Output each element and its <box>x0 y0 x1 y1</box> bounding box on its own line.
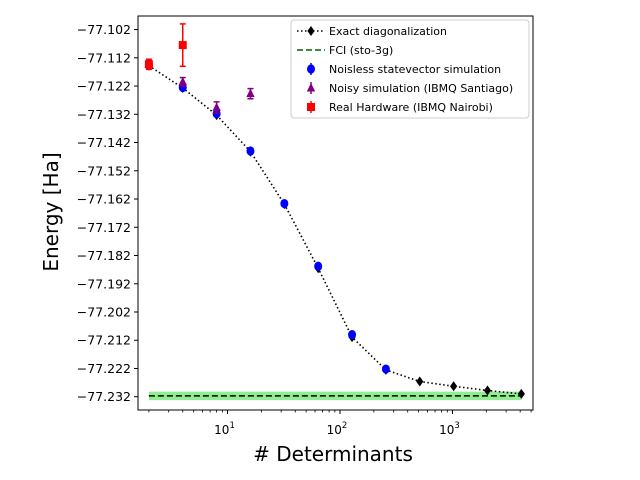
x-tick-label-2: 103 <box>439 421 460 437</box>
series-2-point-7 <box>381 364 390 374</box>
legend-entry-4: Real Hardware (IBMQ Nairobi) <box>307 101 493 114</box>
series-0-point-11 <box>517 388 525 399</box>
y-tick-label-10: −77.202 <box>77 304 131 319</box>
legend: Exact diagonalization FCI (sto-3g) Noisles… <box>290 19 530 119</box>
series-0-point-10 <box>483 385 492 396</box>
x-axis-ticks: 101 102 103 <box>148 410 532 437</box>
series-0-point-8 <box>416 376 424 387</box>
legend-label-1: FCI (sto-3g) <box>329 44 393 57</box>
x-axis-label: # Determinants <box>253 442 413 466</box>
y-axis-label: Energy [Ha] <box>39 152 63 271</box>
exact-diagonalization-line <box>148 65 522 395</box>
y-tick-label-8: −77.182 <box>77 248 131 263</box>
series-3-point-2 <box>212 102 221 112</box>
y-axis-ticks: −77.102 −77.112 −77.122 −77.132 −77.142 −77.1… <box>77 22 138 404</box>
y-tick-label-11: −77.212 <box>77 333 131 348</box>
series-4-point-1 <box>178 41 187 50</box>
x-tick-exponent-0: 1 <box>229 421 234 431</box>
x-tick-exponent-2: 3 <box>454 421 459 431</box>
fci-band-layer <box>148 391 522 401</box>
x-tick-base-2: 10 <box>439 423 454 437</box>
y-tick-label-5: −77.152 <box>77 163 131 178</box>
legend-label-2: Noisless statevector simulation <box>329 63 501 76</box>
y-tick-label-12: −77.222 <box>77 361 131 376</box>
legend-handle-marker-3 <box>306 83 316 92</box>
x-tick-base-0: 10 <box>214 423 229 437</box>
series-lines-layer <box>148 65 522 397</box>
fci-uncertainty-band <box>148 391 522 401</box>
legend-handle-marker-2 <box>307 64 315 74</box>
data-markers-layer <box>144 23 525 399</box>
axes <box>137 15 534 411</box>
series-2-point-6 <box>348 329 357 340</box>
y-tick-label-7: −77.172 <box>77 220 131 235</box>
x-tick-base-1: 10 <box>327 423 342 437</box>
series-0-point-9 <box>450 381 458 392</box>
legend-handle-marker-0 <box>307 26 315 36</box>
x-tick-exponent-1: 2 <box>342 421 347 431</box>
y-tick-label-6: −77.162 <box>77 192 131 207</box>
legend-label-3: Noisy simulation (IBMQ Santiago) <box>329 82 513 95</box>
legend-box <box>290 19 530 119</box>
legend-handle-marker-4 <box>307 103 315 111</box>
series-2-point-4 <box>280 198 289 209</box>
y-tick-label-1: −77.112 <box>77 50 131 65</box>
series-2-point-5 <box>314 261 323 271</box>
series-4-point-0 <box>144 60 153 69</box>
axes-frame <box>137 15 534 411</box>
legend-label-4: Real Hardware (IBMQ Nairobi) <box>329 101 493 114</box>
series-3-point-1 <box>178 76 187 86</box>
series-3-point-3 <box>246 88 255 98</box>
y-tick-label-0: −77.102 <box>77 22 131 37</box>
y-tick-label-4: −77.142 <box>77 135 131 150</box>
x-tick-label-1: 102 <box>327 421 348 437</box>
legend-entry-1: FCI (sto-3g) <box>297 44 393 57</box>
legend-entry-3: Noisy simulation (IBMQ Santiago) <box>306 82 513 95</box>
y-tick-label-3: −77.132 <box>77 107 131 122</box>
x-tick-label-0: 101 <box>214 421 235 437</box>
y-tick-label-13: −77.232 <box>77 389 131 404</box>
legend-entry-2: Noisless statevector simulation <box>307 63 501 76</box>
legend-label-0: Exact diagonalization <box>329 25 447 38</box>
series-2-point-3 <box>246 146 255 156</box>
legend-entry-0: Exact diagonalization <box>297 25 447 38</box>
y-tick-label-2: −77.122 <box>77 79 131 94</box>
y-tick-label-9: −77.192 <box>77 276 131 291</box>
